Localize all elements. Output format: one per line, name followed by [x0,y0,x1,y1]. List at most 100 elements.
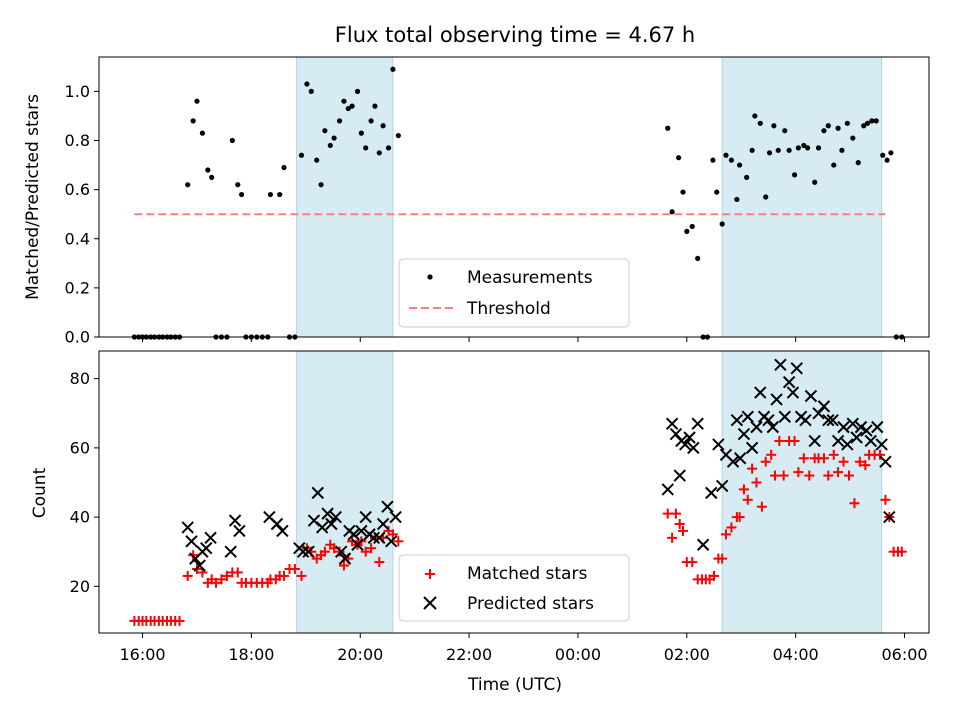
predicted-star-point [325,517,338,531]
measurement-point [771,123,777,129]
measurement-point [209,174,215,180]
predicted-star-point [837,420,850,434]
measurement-point [277,191,283,198]
predicted-star-point [381,500,394,513]
measurement-point [331,135,337,141]
matched-star-point [687,557,698,568]
bottom-shaded-ranges [296,350,883,634]
predicted-star-point [799,413,812,427]
matched-star-point [838,456,849,467]
measurement-point [873,118,879,124]
measurement-point [825,123,831,129]
measurement-point [349,103,355,109]
matched-star-point [896,546,907,557]
predicted-star-point [715,479,729,493]
top-y-tick-label: 0.8 [65,131,90,150]
matched-star-point [182,570,193,581]
predicted-star-point [385,535,398,548]
measurement-point [763,194,769,200]
measurement-point [719,221,725,227]
predicted-star-point [224,545,237,558]
top-y-ticks: 0.0 0.2 0.4 0.6 0.8 1.0 [65,82,99,347]
measurement-point [336,118,343,124]
measurement-point [327,142,333,149]
predicted-star-point [864,434,877,448]
predicted-star-point [705,486,718,500]
legend-matched-label: Matched stars [467,564,587,584]
matched-star-point [360,546,371,557]
measurement-point [322,128,328,134]
matched-star-point [742,494,753,505]
measurement-point [710,157,716,163]
matched-star-point [760,456,771,467]
predicted-star-point [669,427,683,441]
measurement-point [749,147,755,153]
predicted-star-point [712,438,725,451]
matched-star-point [769,470,780,481]
measurement-point [298,152,305,158]
measurement-point [821,128,827,134]
measurement-point [190,118,196,124]
predicted-star-point [733,452,747,465]
bottom-x-ticks: 16:00 18:00 20:00 22:00 00:00 02:00 04:00 06:00 [119,633,928,664]
predicted-star-point [754,386,767,399]
predicted-star-point [766,420,780,434]
predicted-star-point [750,420,763,434]
measurement-point [734,196,740,203]
measurement-point [267,191,274,198]
matched-star-point [338,560,349,571]
predicted-star-point [296,545,310,558]
predicted-star-point [270,517,284,531]
predicted-star-point [737,427,751,441]
measurement-point [835,125,841,131]
predicted-star-point [774,358,787,372]
measurement-point [395,132,401,139]
predicted-star-point [355,524,368,538]
matched-star-point [709,570,720,581]
measurement-point [376,150,382,156]
predicted-star-point [883,510,896,524]
matched-star-point [818,453,829,464]
predicted-star-point [726,455,740,468]
matched-star-point [793,467,804,478]
measurement-point [345,105,351,112]
measurement-point [235,182,241,188]
matched-star-point [756,501,767,512]
matched-star-point [319,546,330,557]
matched-star-point [232,567,243,578]
matched-star-point [798,453,809,464]
top-y-tick-label: 0.0 [65,328,90,347]
matched-star-point [366,543,377,554]
measurement-point [684,228,690,234]
x-tick-label: 20:00 [337,645,383,664]
predicted-star-point [691,417,704,430]
measurement-point [680,189,686,195]
measurement-point [728,157,735,163]
matched-star-point [174,615,185,626]
matched-stars-points [129,435,907,626]
measurement-point [850,135,856,141]
measurement-point [795,145,801,151]
matched-star-point [393,536,404,547]
x-tick-label: 02:00 [664,645,710,664]
predicted-star-point [359,510,372,524]
measurement-point [880,152,886,158]
predicted-star-point [661,483,674,496]
top-legend-box [398,258,630,328]
measurement-point [380,123,386,129]
measurement-point [676,155,682,161]
predicted-star-point [276,524,289,538]
top-axes-frame [98,56,930,338]
measurement-point [855,160,861,166]
predicted-star-point [817,400,831,413]
predicted-star-point [782,375,796,389]
measurement-point [238,191,245,198]
matched-star-point [828,449,839,460]
matched-star-point [289,563,300,574]
top-y-axis-label: Matched/Predicted stars [23,94,43,300]
predicted-star-point [762,413,775,427]
predicted-star-point [860,424,873,437]
predicted-star-point [376,517,390,531]
measurement-point [318,182,324,188]
